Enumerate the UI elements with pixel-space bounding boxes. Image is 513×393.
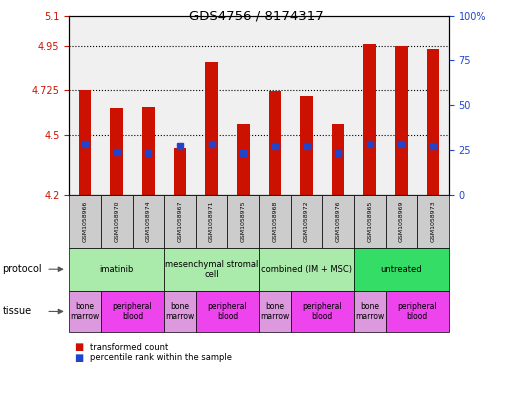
Text: bone
marrow: bone marrow	[165, 302, 194, 321]
Text: GSM1058965: GSM1058965	[367, 200, 372, 242]
Text: peripheral
blood: peripheral blood	[303, 302, 342, 321]
Bar	[363, 44, 376, 195]
Bar	[269, 91, 281, 195]
Text: imatinib: imatinib	[100, 265, 134, 274]
Text: bone
marrow: bone marrow	[70, 302, 100, 321]
Text: GSM1058975: GSM1058975	[241, 200, 246, 242]
Text: peripheral
blood: peripheral blood	[113, 302, 152, 321]
Bar	[142, 107, 155, 195]
Text: GSM1058966: GSM1058966	[83, 200, 88, 242]
Bar	[300, 96, 313, 195]
Text: mesenchymal stromal
cell: mesenchymal stromal cell	[165, 259, 259, 279]
Text: GSM1058968: GSM1058968	[272, 200, 278, 242]
Text: untreated: untreated	[381, 265, 422, 274]
Text: GSM1058972: GSM1058972	[304, 200, 309, 242]
Text: ■: ■	[74, 353, 84, 363]
Bar	[205, 62, 218, 195]
Bar	[237, 124, 249, 195]
Text: transformed count: transformed count	[90, 343, 168, 351]
Bar	[79, 90, 91, 195]
Text: GSM1058974: GSM1058974	[146, 200, 151, 242]
Text: GSM1058969: GSM1058969	[399, 200, 404, 242]
Text: combined (IM + MSC): combined (IM + MSC)	[261, 265, 352, 274]
Text: GSM1058976: GSM1058976	[336, 200, 341, 242]
Text: GSM1058967: GSM1058967	[177, 200, 183, 242]
Text: peripheral
blood: peripheral blood	[398, 302, 437, 321]
Text: protocol: protocol	[3, 264, 42, 274]
Text: GSM1058973: GSM1058973	[430, 200, 436, 242]
Bar	[173, 148, 186, 195]
Bar	[427, 48, 439, 195]
Text: GSM1058971: GSM1058971	[209, 200, 214, 242]
Text: bone
marrow: bone marrow	[260, 302, 289, 321]
Bar	[332, 124, 344, 195]
Bar	[395, 46, 408, 195]
Text: tissue: tissue	[3, 307, 32, 316]
Text: GSM1058970: GSM1058970	[114, 200, 119, 242]
Text: percentile rank within the sample: percentile rank within the sample	[90, 353, 232, 362]
Text: ■: ■	[74, 342, 84, 352]
Bar	[110, 108, 123, 195]
Text: peripheral
blood: peripheral blood	[208, 302, 247, 321]
Text: GDS4756 / 8174317: GDS4756 / 8174317	[189, 10, 324, 23]
Text: bone
marrow: bone marrow	[355, 302, 384, 321]
